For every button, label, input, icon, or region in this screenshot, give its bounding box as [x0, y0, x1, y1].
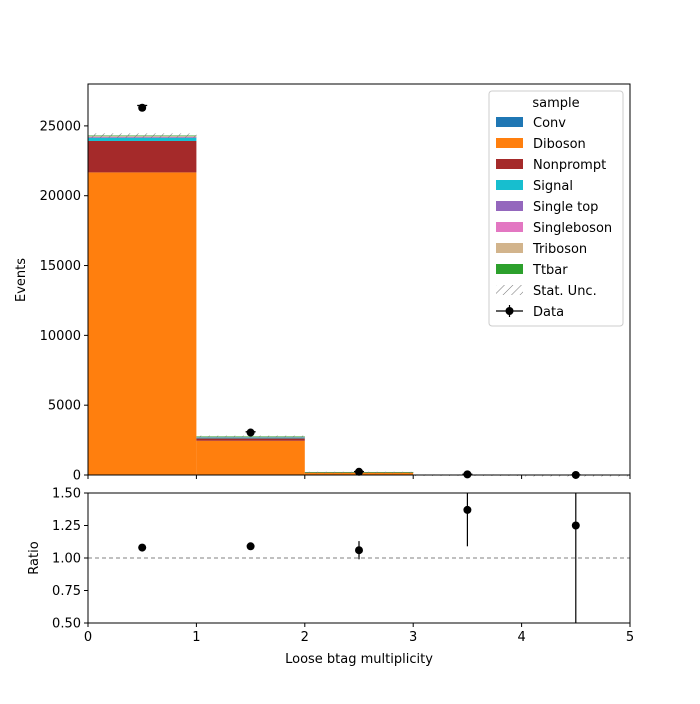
x-tick-label-2: 2 [301, 630, 309, 645]
legend-label-stat-unc: Stat. Unc. [533, 284, 597, 299]
stat-unc-band-bin-0 [88, 133, 197, 138]
legend-label-data: Data [533, 305, 564, 320]
data-point-0 [138, 103, 147, 112]
bar-signal-bin-1 [196, 437, 305, 439]
legend-label-ttbar: Ttbar [532, 263, 568, 278]
ratio-x-axis-ticks: 0 1 2 3 4 5 [84, 623, 634, 645]
legend-label-singleboson: Singleboson [533, 221, 612, 236]
y-axis-label: Events [14, 258, 29, 302]
ratio-y-axis-label: Ratio [27, 541, 42, 574]
legend-label-signal: Signal [533, 179, 573, 194]
main-y-tick-label-3: 15000 [40, 259, 81, 274]
ratio-y-tick-label-0: 0.50 [52, 617, 81, 632]
main-panel-frame [87, 83, 631, 476]
x-tick-label-0: 0 [84, 630, 92, 645]
bar-diboson-bin-0 [88, 172, 197, 475]
data-point-2 [355, 467, 363, 476]
main-y-tick-label-5: 25000 [40, 119, 81, 134]
x-tick-label-3: 3 [409, 630, 417, 645]
legend-swatch-signal [496, 180, 523, 190]
ratio-y-tick-label-4: 1.50 [52, 487, 81, 502]
legend-swatch-singleboson [496, 222, 523, 232]
main-x-axis-ticks [87, 475, 631, 479]
ratio-y-axis-ticks: 0.50 0.75 1.00 1.25 1.50 [52, 487, 88, 632]
main-y-tick-label-4: 20000 [40, 189, 81, 204]
ratio-y-tick-label-1: 0.75 [52, 584, 81, 599]
legend-title: sample [532, 96, 579, 111]
bar-diboson-bin-1 [196, 440, 305, 475]
legend-swatch-nonprompt [496, 159, 523, 169]
ratio-point-4 [571, 521, 580, 530]
ratio-point-3 [463, 505, 472, 514]
ratio-y-tick-label-2: 1.00 [52, 552, 81, 567]
legend-items: Conv Diboson Nonprompt Signal Single top Sing… [496, 116, 612, 320]
legend-swatch-triboson [496, 243, 523, 253]
ratio-points [138, 493, 580, 623]
bar-signal-bin-0 [88, 137, 197, 141]
bar-nonprompt-bin-1 [196, 438, 305, 441]
x-tick-label-4: 4 [517, 630, 525, 645]
ratio-y-tick-label-3: 1.25 [52, 519, 81, 534]
data-point-1 [246, 428, 255, 437]
legend-label-conv: Conv [533, 116, 566, 131]
ratio-point-0 [138, 543, 147, 552]
main-y-tick-label-1: 5000 [48, 399, 81, 414]
legend-swatch-data [505, 307, 514, 315]
legend-swatch-single-top [496, 201, 523, 211]
data-points [137, 103, 581, 479]
legend: sample Conv Diboson Nonprompt Signal Single … [488, 90, 624, 327]
x-axis-label: Loose btag multiplicity [285, 652, 433, 667]
x-tick-label-1: 1 [192, 630, 200, 645]
legend-swatch-stat-unc [496, 285, 523, 295]
ratio-point-1 [246, 542, 255, 551]
ratio-point-2 [355, 546, 363, 555]
legend-label-diboson: Diboson [533, 137, 586, 152]
main-y-axis-ticks: 0 5000 10000 15000 20000 25000 [40, 119, 88, 484]
main-y-tick-label-2: 10000 [40, 329, 81, 344]
legend-swatch-ttbar [496, 264, 523, 274]
legend-swatch-conv [496, 117, 523, 127]
legend-label-single-top: Single top [533, 200, 598, 215]
main-y-tick-label-0: 0 [73, 469, 81, 484]
legend-swatch-diboson [496, 138, 523, 148]
legend-label-triboson: Triboson [532, 242, 587, 257]
x-tick-label-5: 5 [626, 630, 634, 645]
legend-label-nonprompt: Nonprompt [533, 158, 606, 173]
bar-nonprompt-bin-0 [88, 140, 197, 173]
data-point-3 [463, 470, 472, 479]
